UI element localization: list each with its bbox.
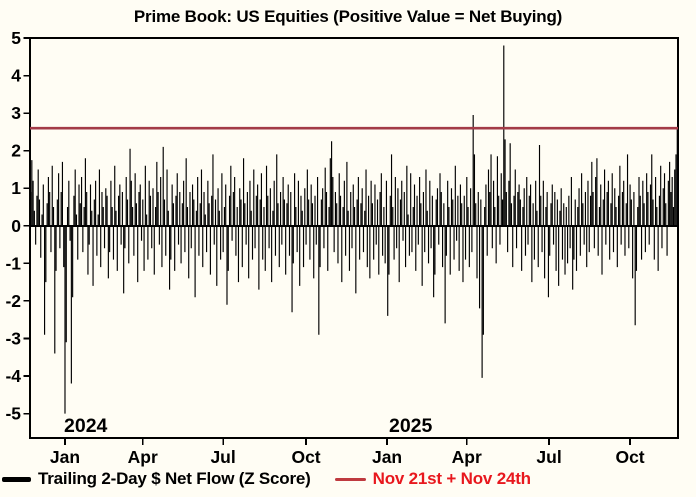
x-tick-label: Oct xyxy=(291,447,320,467)
y-tick-label: -1 xyxy=(5,253,21,273)
x-tick-label: Jan xyxy=(372,447,402,467)
x-tick-label: Jul xyxy=(536,447,561,467)
y-tick-label: 1 xyxy=(11,178,21,198)
y-tick-label: -2 xyxy=(5,291,21,311)
y-tick-label: -4 xyxy=(5,366,21,386)
ref-line-swatch xyxy=(334,477,366,481)
y-tick-label: 0 xyxy=(11,216,21,236)
bars-series xyxy=(29,45,678,414)
y-tick-label: 4 xyxy=(11,66,21,86)
year-label: 2025 xyxy=(389,415,433,437)
y-tick-label: 5 xyxy=(11,28,21,48)
year-label: 2024 xyxy=(64,415,108,437)
chart-legend: Trailing 2-Day $ Net Flow (Z Score) Nov … xyxy=(2,468,531,490)
plot-frame xyxy=(29,37,679,439)
ref-line-legend-label: Nov 21st + Nov 24th xyxy=(372,469,531,488)
series-legend-label: Trailing 2-Day $ Net Flow (Z Score) xyxy=(38,469,311,488)
x-tick-label: Oct xyxy=(615,447,644,467)
y-tick-label: -3 xyxy=(5,328,21,348)
x-tick-label: Jan xyxy=(50,447,80,467)
y-tick-label: 2 xyxy=(11,141,21,161)
y-tick-label: 3 xyxy=(11,103,21,123)
series-line-swatch xyxy=(2,476,31,482)
x-tick-label: Apr xyxy=(452,447,482,467)
x-tick-label: Apr xyxy=(128,447,158,467)
y-tick-label: -5 xyxy=(5,404,21,424)
chart-title: Prime Book: US Equities (Positive Value … xyxy=(133,7,563,26)
x-tick-label: Jul xyxy=(210,447,235,467)
